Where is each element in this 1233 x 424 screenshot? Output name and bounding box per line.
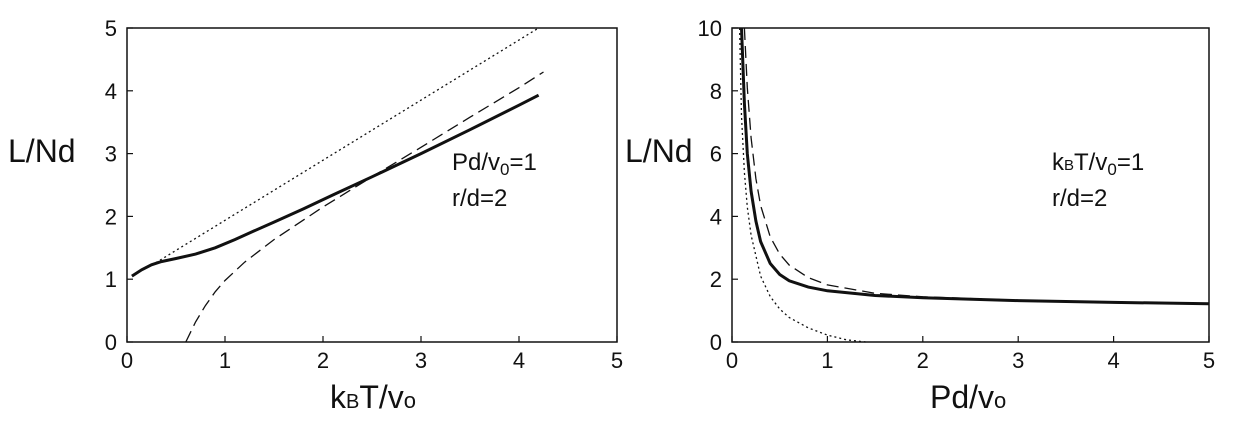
right-x-tick-label: 2 [917, 348, 929, 373]
right-plot-frame [731, 27, 1210, 343]
right-x-tick-label: 0 [726, 348, 738, 373]
left-x-tick-label: 1 [219, 348, 231, 373]
left-chart: 0 1 2 3 4 5 0 1 2 3 4 5 L/Nd kBT/vo Pd/v0=1 r/d=2 [8, 16, 623, 415]
right-y-tick-label: 10 [698, 16, 722, 41]
right-y-tick-label: 8 [710, 79, 722, 104]
left-annotation-line2: r/d=2 [452, 185, 507, 212]
right-y-axis-label: L/Nd [625, 133, 693, 169]
right-y-tick-label: 6 [710, 142, 722, 167]
right-chart: 0 1 2 3 4 5 0 2 4 6 8 10 L/Nd Pd/vo kBT/v0=1 r/d=2 [625, 16, 1215, 415]
right-annotation-line2: r/d=2 [1052, 185, 1107, 212]
left-x-tick-label: 3 [415, 348, 427, 373]
left-y-tick-label: 4 [105, 79, 117, 104]
right-series-dotted-line [738, 27, 866, 343]
left-ticks: 0 1 2 3 4 5 0 1 2 3 4 5 [105, 16, 623, 373]
left-y-tick-label: 3 [105, 142, 117, 167]
left-series-solid-line [131, 93, 540, 278]
left-y-tick-label: 1 [105, 267, 117, 292]
right-x-tick-label: 5 [1203, 348, 1215, 373]
left-y-tick-label: 2 [105, 204, 117, 229]
right-series-dashed-line [743, 27, 1210, 305]
right-x-tick-label: 3 [1012, 348, 1024, 373]
left-annotation-line1: Pd/v0=1 [452, 149, 537, 179]
right-ticks: 0 1 2 3 4 5 0 2 4 6 8 10 [698, 16, 1216, 373]
left-plot-frame [126, 27, 618, 343]
left-x-tick-label: 2 [317, 348, 329, 373]
right-x-tick-label: 1 [821, 348, 833, 373]
left-series [131, 27, 544, 343]
right-annotation-line1: kBT/v0=1 [1052, 149, 1144, 179]
left-x-tick-label: 5 [611, 348, 623, 373]
left-y-tick-label: 0 [105, 330, 117, 355]
right-series [738, 27, 1210, 343]
left-y-tick-label: 5 [105, 16, 117, 41]
left-y-axis-label: L/Nd [8, 133, 76, 169]
left-series-dashed-line [185, 71, 544, 343]
right-x-tick-label: 4 [1107, 348, 1119, 373]
right-x-axis-label: Pd/vo [930, 379, 1006, 415]
right-y-tick-label: 0 [710, 330, 722, 355]
left-x-axis-label: kBT/vo [330, 379, 416, 415]
left-x-tick-label: 4 [513, 348, 525, 373]
left-x-tick-label: 0 [121, 348, 133, 373]
right-y-tick-label: 4 [710, 204, 722, 229]
left-series-dotted-line [151, 27, 539, 266]
right-y-tick-label: 2 [710, 267, 722, 292]
